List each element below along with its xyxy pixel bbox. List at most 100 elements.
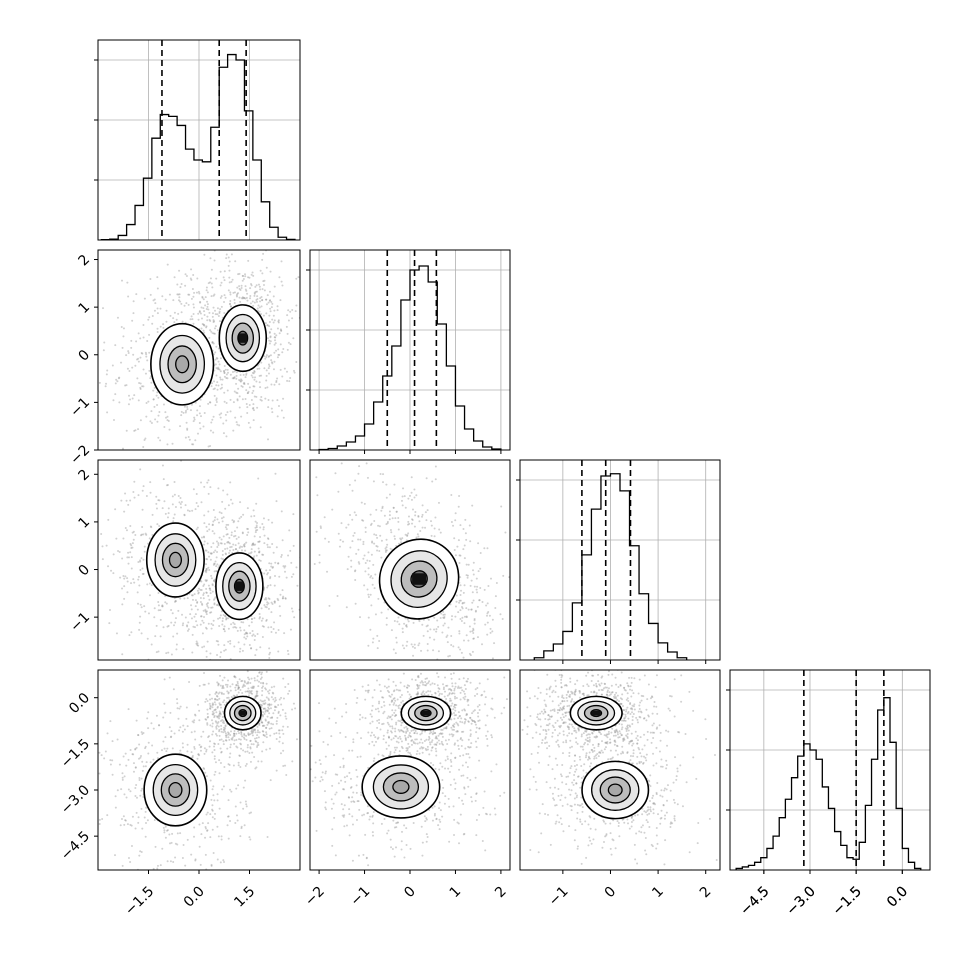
scatter-point <box>187 293 190 296</box>
scatter-point <box>129 823 132 826</box>
scatter-point <box>199 749 202 752</box>
scatter-point <box>265 355 268 358</box>
scatter-point <box>109 720 112 723</box>
scatter-point <box>259 699 262 702</box>
scatter-point <box>174 621 177 624</box>
scatter-point <box>206 300 209 303</box>
scatter-point <box>155 507 158 510</box>
scatter-point <box>229 752 232 755</box>
scatter-point <box>261 671 264 674</box>
scatter-point <box>264 709 267 712</box>
scatter-point <box>166 829 169 832</box>
scatter-point <box>209 707 212 710</box>
scatter-point <box>238 650 241 653</box>
scatter-point <box>211 808 214 811</box>
scatter-point <box>224 548 227 551</box>
scatter-point <box>270 306 273 309</box>
scatter-point <box>252 729 255 732</box>
scatter-point <box>479 667 481 669</box>
scatter-point <box>134 766 137 769</box>
scatter-point <box>231 377 234 380</box>
scatter-point <box>237 687 240 690</box>
scatter-point <box>173 513 176 516</box>
scatter-point <box>397 616 400 619</box>
scatter-point <box>146 340 149 343</box>
scatter-point <box>215 666 217 668</box>
scatter-point <box>232 401 235 404</box>
scatter-point <box>475 834 478 837</box>
scatter-point <box>211 710 214 713</box>
scatter-point <box>127 350 130 353</box>
scatter-point <box>426 630 429 633</box>
scatter-point <box>138 776 141 779</box>
scatter-point <box>180 282 183 285</box>
scatter-point <box>446 677 448 679</box>
scatter-point <box>386 543 389 546</box>
scatter-point <box>278 353 281 356</box>
scatter-point <box>228 763 231 766</box>
scatter-point <box>209 698 212 701</box>
scatter-point <box>227 736 230 739</box>
scatter-point <box>432 665 434 667</box>
scatter-point <box>233 645 236 648</box>
scatter-point <box>426 643 429 646</box>
scatter-point <box>186 625 189 628</box>
scatter-point <box>472 637 475 640</box>
scatter-point <box>175 318 178 321</box>
scatter-point <box>223 372 226 375</box>
scatter-point <box>459 554 462 557</box>
scatter-point <box>296 584 299 587</box>
scatter-point <box>413 643 416 646</box>
scatter-point <box>214 363 217 366</box>
scatter-point <box>227 815 230 818</box>
scatter-point <box>151 473 153 475</box>
scatter-point <box>233 733 236 736</box>
scatter-point <box>213 380 216 383</box>
scatter-point <box>360 501 363 504</box>
scatter-point <box>242 275 245 278</box>
scatter-point <box>260 374 263 377</box>
scatter-point <box>321 344 323 346</box>
scatter-point <box>488 697 490 699</box>
scatter-point <box>321 578 323 580</box>
scatter-point <box>223 400 226 403</box>
scatter-point <box>217 521 220 524</box>
scatter-point <box>241 531 244 534</box>
scatter-point <box>240 621 243 624</box>
scatter-point <box>450 765 453 768</box>
scatter-point <box>489 577 492 580</box>
scatter-point <box>266 721 269 724</box>
scatter-point <box>237 686 240 689</box>
scatter-point <box>240 733 243 736</box>
scatter-point <box>256 521 259 524</box>
scatter-point <box>271 302 274 305</box>
scatter-point <box>179 502 182 505</box>
scatter-point <box>279 752 282 755</box>
scatter-point <box>100 532 103 535</box>
scatter-point <box>213 320 216 323</box>
scatter-point <box>196 526 199 529</box>
scatter-point <box>409 847 412 850</box>
scatter-point <box>233 301 236 304</box>
scatter-point <box>212 319 215 322</box>
scatter-point <box>385 538 388 541</box>
scatter-point <box>287 205 289 207</box>
scatter-point <box>239 743 242 746</box>
scatter-point <box>206 291 209 294</box>
scatter-point <box>220 730 223 733</box>
panel-plot-area <box>100 460 323 668</box>
scatter-point <box>294 310 297 313</box>
scatter-point <box>155 714 158 717</box>
scatter-point <box>169 711 172 714</box>
scatter-point <box>203 583 206 586</box>
scatter-point <box>211 733 214 736</box>
scatter-point <box>220 295 223 298</box>
scatter-point <box>256 679 259 682</box>
scatter-point <box>196 643 199 646</box>
scatter-point <box>395 641 398 644</box>
scatter-point <box>256 734 259 737</box>
scatter-point <box>232 694 235 697</box>
scatter-point <box>130 844 133 847</box>
scatter-point <box>223 270 226 273</box>
scatter-point <box>258 540 261 543</box>
